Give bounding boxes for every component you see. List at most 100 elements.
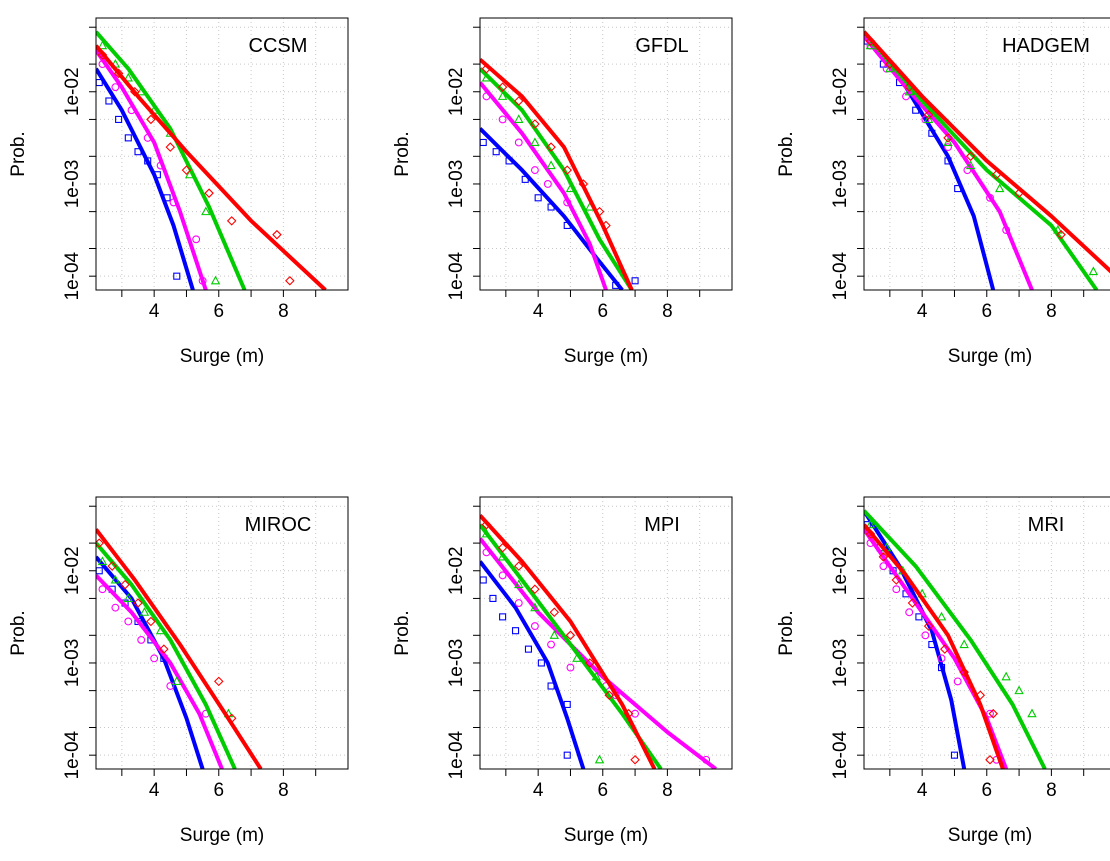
grid: [480, 497, 732, 769]
circle-marker: [137, 635, 146, 644]
fit-line: [96, 49, 208, 290]
triangle-marker: [481, 528, 492, 538]
circle-marker: [986, 709, 994, 718]
fit-line: [864, 30, 1110, 274]
square-marker: [563, 751, 571, 759]
plot-area: [864, 30, 1110, 290]
x-axis-label: Surge (m): [564, 825, 648, 846]
square-marker: [173, 272, 181, 280]
x-tick-label: 6: [597, 301, 608, 322]
fit-line: [480, 57, 634, 290]
plot-frame: [95, 496, 349, 770]
y-axis: 1e-04 1e-03 1e-02: [62, 26, 96, 300]
grid: [864, 497, 1110, 769]
diamond-marker: [226, 713, 237, 724]
y-axis-label: Prob.: [8, 610, 29, 655]
triangle-marker: [201, 206, 211, 216]
y-tick-label: 1e-03: [830, 639, 851, 688]
diamond-marker: [923, 110, 934, 120]
panel-title: HADGEM: [1002, 35, 1090, 57]
plot-area: [480, 57, 639, 290]
square-marker: [563, 221, 571, 230]
triangle-marker: [1088, 266, 1099, 276]
panel-hadgem: 4 6 8 Surge (m) 1e-04 1e-03 1e-02 Prob. HADGEM: [776, 17, 1110, 367]
diamond-marker: [546, 142, 556, 152]
circle-marker: [563, 198, 572, 207]
diamond-marker: [165, 142, 176, 152]
x-axis: 4 6 8: [121, 769, 317, 801]
y-axis-label: Prob.: [392, 610, 413, 655]
x-tick-label: 8: [1046, 780, 1057, 801]
x-tick-label: 8: [278, 301, 289, 322]
triangle-marker: [123, 593, 134, 602]
y-axis-label: Prob.: [776, 610, 797, 655]
y-axis: 1e-04 1e-03 1e-02: [446, 26, 480, 300]
fit-line: [480, 81, 608, 290]
diamond-marker: [891, 575, 902, 585]
y-tick-label: 1e-04: [446, 730, 467, 779]
y-tick-label: 1e-04: [830, 730, 851, 779]
square-marker: [950, 751, 959, 759]
y-tick-label: 1e-04: [830, 251, 851, 300]
square-marker: [163, 194, 171, 202]
diamond-marker: [481, 519, 492, 530]
triangle-marker: [865, 519, 876, 529]
fit-line: [864, 528, 1009, 769]
square-marker: [144, 157, 152, 165]
x-tick-label: 4: [533, 780, 544, 801]
triangle-marker: [123, 72, 134, 82]
circle-marker: [905, 608, 914, 617]
fit-line: [864, 509, 967, 769]
diamond-marker: [865, 36, 876, 46]
grid: [96, 497, 348, 769]
y-axis: 1e-04 1e-03 1e-02: [830, 26, 864, 300]
triangle-marker: [481, 72, 492, 82]
diamond-marker: [159, 644, 169, 654]
panel-title: GFDL: [635, 35, 688, 57]
x-axis: 4 6 8: [505, 769, 701, 801]
diamond-marker: [113, 68, 124, 79]
circle-marker: [944, 143, 952, 152]
square-marker: [534, 194, 542, 202]
square-marker: [105, 97, 113, 105]
series-2: [864, 30, 1099, 290]
y-tick-label: 1e-03: [62, 639, 83, 688]
triangle-marker: [530, 602, 540, 612]
square-marker: [489, 594, 497, 602]
x-axis: 4 6 8: [889, 290, 1085, 322]
square-marker: [631, 277, 639, 285]
plot-area: [864, 509, 1047, 769]
square-marker: [134, 148, 142, 156]
plot-area: [96, 528, 263, 769]
square-marker: [153, 171, 161, 179]
y-axis: 1e-04 1e-03 1e-02: [446, 505, 480, 779]
circle-marker: [702, 755, 711, 764]
triangle-marker: [1027, 708, 1037, 718]
series-3: [96, 44, 327, 290]
series-0: [480, 127, 639, 290]
square-marker: [115, 115, 123, 123]
panel-title: MRI: [1028, 514, 1065, 536]
x-axis: 4 6 8: [505, 290, 701, 322]
series-0: [480, 560, 586, 769]
diamond-marker: [965, 151, 976, 162]
circle-marker: [631, 709, 640, 718]
diamond-marker: [604, 690, 615, 701]
circle-marker: [124, 617, 133, 626]
circle-marker: [937, 654, 946, 663]
y-axis-label: Prob.: [392, 131, 413, 176]
diamond-marker: [146, 114, 156, 125]
series-3: [480, 514, 657, 769]
diamond-marker: [481, 63, 492, 74]
diamond-marker: [497, 82, 508, 92]
square-marker: [480, 576, 487, 584]
circle-marker: [892, 585, 901, 594]
x-tick-label: 8: [1046, 301, 1057, 322]
y-axis: 1e-04 1e-03 1e-02: [62, 505, 96, 779]
panel-mpi: 4 6 8 Surge (m) 1e-04 1e-03 1e-02 Prob. MPI: [392, 496, 733, 846]
square-marker: [96, 567, 103, 575]
series-1: [480, 81, 608, 290]
square-marker: [563, 700, 571, 709]
y-tick-label: 1e-02: [830, 67, 851, 116]
diamond-marker: [943, 133, 953, 143]
